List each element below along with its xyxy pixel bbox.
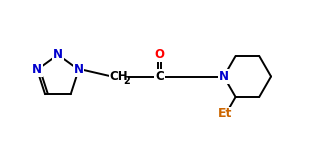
- Text: Et: Et: [218, 107, 232, 120]
- Text: C: C: [155, 70, 164, 83]
- Text: N: N: [219, 70, 229, 83]
- Text: N: N: [32, 63, 42, 76]
- Text: CH: CH: [109, 70, 128, 83]
- Text: O: O: [154, 48, 164, 61]
- Text: N: N: [74, 63, 84, 76]
- Text: 2: 2: [123, 76, 130, 86]
- Text: N: N: [53, 48, 63, 61]
